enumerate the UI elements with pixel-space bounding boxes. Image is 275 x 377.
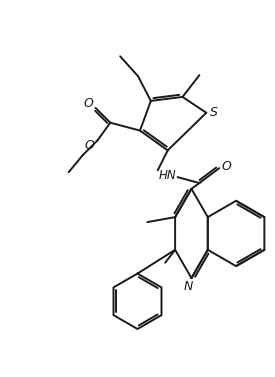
Text: O: O xyxy=(221,160,231,173)
Text: S: S xyxy=(210,106,218,119)
Text: O: O xyxy=(84,97,94,110)
Text: HN: HN xyxy=(159,169,177,182)
Text: O: O xyxy=(84,139,94,152)
Text: N: N xyxy=(184,279,193,293)
